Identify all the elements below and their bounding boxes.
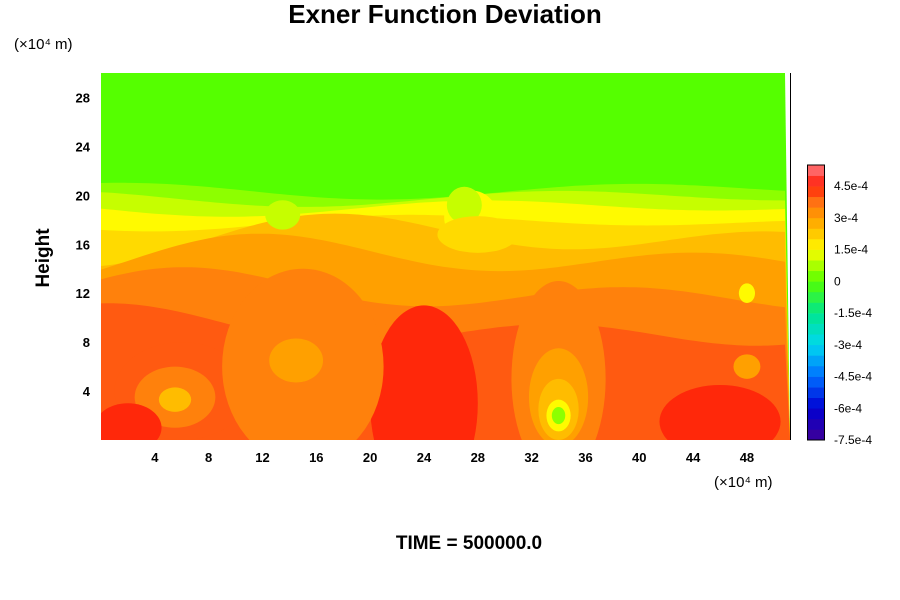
colorbar-swatch — [807, 217, 825, 229]
field-core — [101, 403, 162, 440]
colorbar-swatch — [807, 387, 825, 398]
field-core — [738, 283, 756, 303]
colorbar-swatch — [807, 239, 825, 250]
colorbar-label: 0 — [834, 274, 841, 288]
x-tick-label: 28 — [471, 450, 485, 465]
y-tick-label: 24 — [76, 139, 91, 154]
field-core — [659, 384, 781, 440]
x-tick-label: 24 — [417, 450, 432, 465]
colorbar-swatch — [807, 365, 825, 377]
colorbar-swatch — [807, 429, 825, 441]
colorbar-labels: 4.5e-4 3e-4 1.5e-4 0 -1.5e-4 -3e-4 -4.5e-4 -6e-… — [834, 179, 872, 447]
y-axis-ticks: 4 8 12 16 20 24 28 — [76, 90, 91, 399]
colorbar-label: 4.5e-4 — [834, 179, 868, 193]
x-tick-label: 12 — [255, 450, 269, 465]
x-tick-label: 36 — [578, 450, 592, 465]
colorbar-swatch — [807, 196, 825, 208]
x-tick-label: 48 — [740, 450, 754, 465]
colorbar-label: -1.5e-4 — [834, 306, 872, 320]
y-axis-unit: (×10⁴ m) — [14, 36, 73, 53]
colorbar-label: -4.5e-4 — [834, 370, 872, 384]
field-dip — [265, 200, 301, 230]
x-tick-label: 16 — [309, 450, 323, 465]
colorbar-swatch — [807, 344, 825, 356]
chart-title: Exner Function Deviation — [288, 0, 602, 29]
colorbar-swatch — [807, 270, 825, 282]
colorbar-swatch — [807, 408, 825, 420]
field-core — [733, 354, 761, 379]
field-dip — [437, 216, 519, 253]
time-label: TIME = 500000.0 — [396, 533, 542, 554]
exner-field — [101, 73, 790, 440]
colorbar-frame — [807, 164, 825, 441]
y-tick-label: 28 — [76, 90, 90, 105]
colorbar-swatch — [807, 418, 825, 430]
x-tick-label: 32 — [524, 450, 538, 465]
x-tick-label: 20 — [363, 450, 377, 465]
y-tick-label: 8 — [83, 335, 90, 350]
y-tick-label: 12 — [76, 286, 90, 301]
colorbar-label: -3e-4 — [834, 338, 862, 352]
colorbar-swatch — [807, 260, 825, 272]
colorbar-swatch — [807, 165, 825, 176]
x-tick-label: 4 — [151, 450, 159, 465]
field-core — [269, 338, 324, 383]
colorbar-label: 3e-4 — [834, 211, 858, 225]
y-tick-label: 20 — [76, 188, 90, 203]
colorbar-swatch — [807, 291, 825, 303]
field-dip — [446, 186, 482, 224]
colorbar-swatch — [807, 249, 825, 261]
colorbar-swatch — [807, 228, 825, 240]
colorbar — [807, 164, 825, 441]
colorbar-swatch — [807, 323, 825, 335]
colorbar-swatch — [807, 186, 825, 198]
colorbar-swatch — [807, 281, 825, 293]
x-tick-label: 8 — [205, 450, 212, 465]
colorbar-swatch — [807, 397, 825, 409]
y-tick-label: 4 — [83, 384, 91, 399]
colorbar-swatch — [807, 355, 825, 367]
colorbar-label: -6e-4 — [834, 401, 862, 415]
field-core — [158, 387, 192, 412]
x-tick-label: 40 — [632, 450, 646, 465]
field-core — [370, 305, 478, 440]
colorbar-label: -7.5e-4 — [834, 433, 872, 447]
colorbar-swatch — [807, 334, 825, 346]
colorbar-swatch — [807, 376, 825, 388]
colorbar-swatch — [807, 207, 825, 219]
field-core — [551, 406, 566, 425]
colorbar-label: 1.5e-4 — [834, 243, 868, 257]
colorbar-swatch — [807, 313, 825, 324]
y-tick-label: 16 — [76, 237, 90, 252]
y-axis-label: Height — [33, 228, 54, 288]
x-tick-label: 44 — [686, 450, 701, 465]
x-axis-unit: (×10⁴ m) — [714, 474, 773, 491]
colorbar-swatch — [807, 175, 825, 187]
x-axis-ticks: 4 8 12 16 20 24 28 32 36 40 44 48 — [151, 450, 754, 465]
colorbar-swatch — [807, 302, 825, 314]
